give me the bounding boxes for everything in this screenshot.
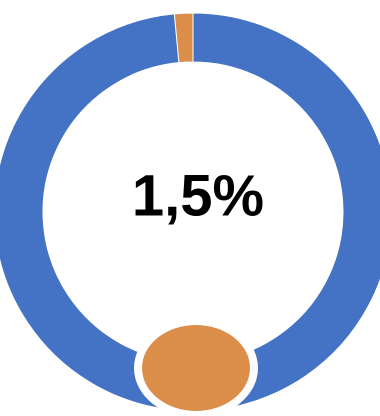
- donut-slices: [0, 12, 380, 412]
- center-percentage-label: 1,5%: [132, 163, 264, 228]
- bottom-marker: [134, 318, 258, 416]
- bottom-marker-dot: [142, 325, 250, 411]
- donut-slice-1: [0, 12, 380, 412]
